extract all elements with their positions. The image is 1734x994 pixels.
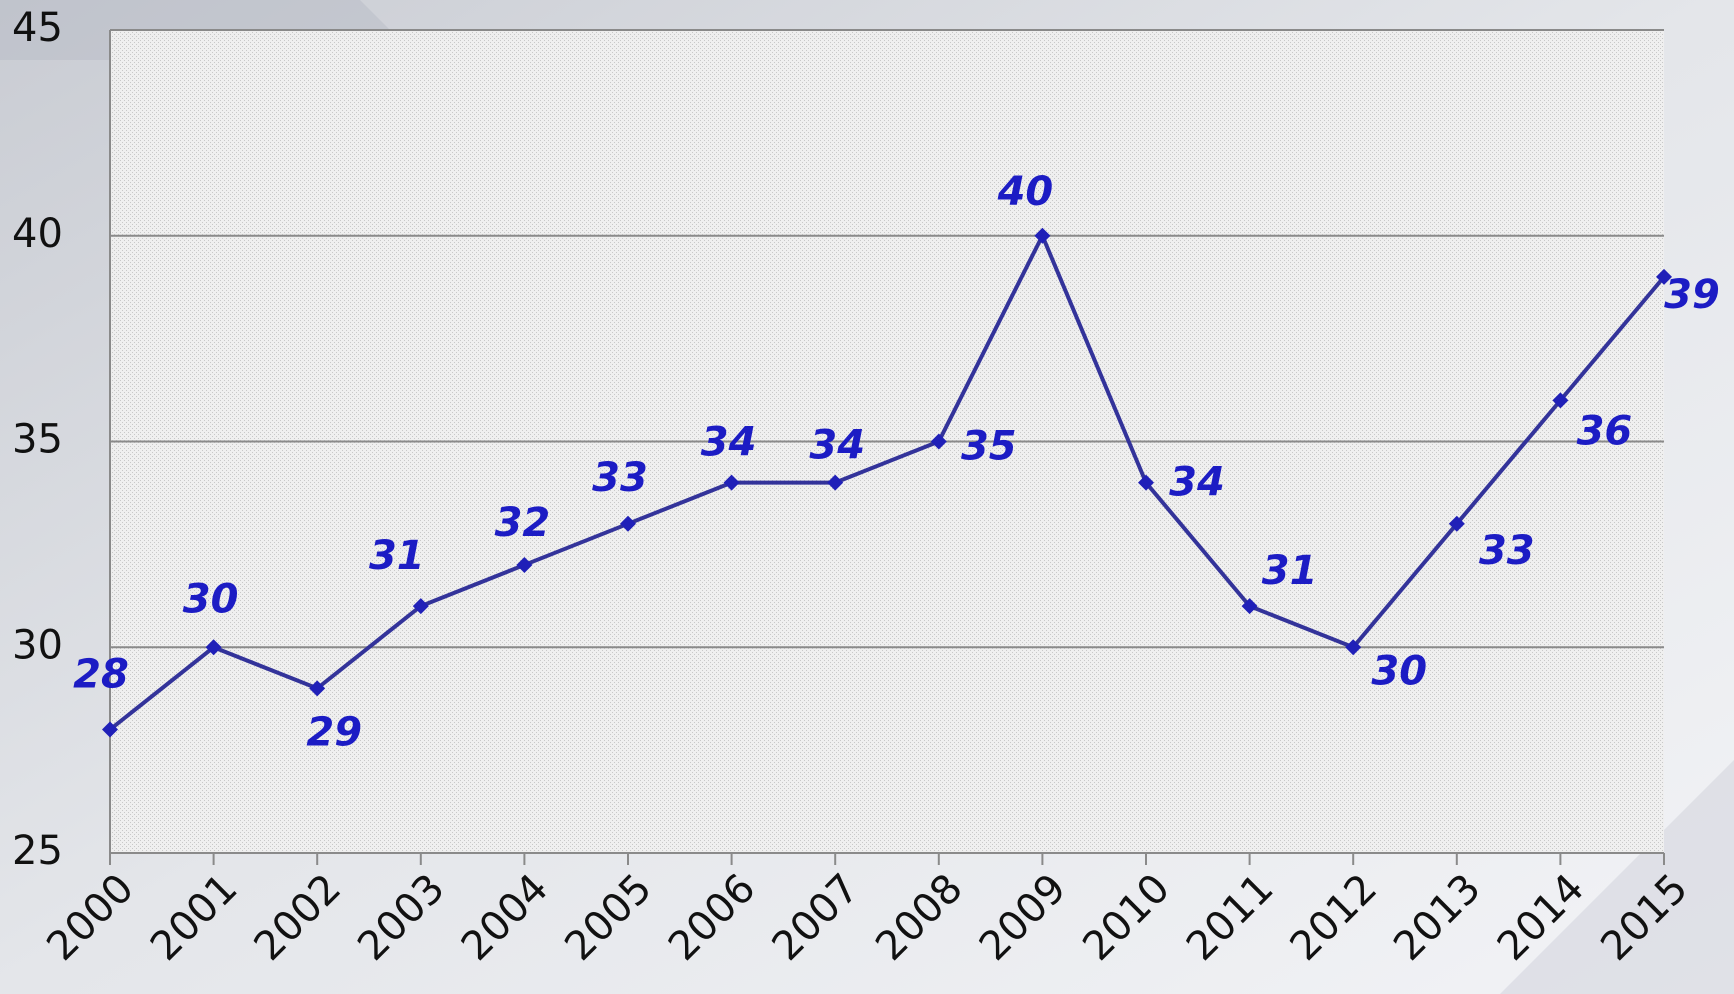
- data-label: 35: [961, 424, 1017, 470]
- marker: [827, 474, 844, 491]
- marker: [1552, 392, 1569, 409]
- y-tick-label: 35: [12, 417, 63, 463]
- y-tick-label: 40: [12, 211, 63, 257]
- data-label: 28: [73, 652, 129, 698]
- marker: [1448, 515, 1465, 532]
- marker: [1034, 227, 1051, 244]
- data-label: 31: [1262, 548, 1318, 594]
- data-label: 34: [809, 423, 865, 469]
- y-tick-label: 25: [12, 828, 63, 874]
- marker: [309, 680, 326, 697]
- marker: [1345, 639, 1362, 656]
- marker: [1138, 474, 1154, 491]
- y-tick-label: 45: [12, 5, 63, 51]
- marker: [620, 515, 636, 532]
- marker: [412, 598, 429, 615]
- decor: [1500, 760, 1734, 994]
- y-tick-label: 30: [12, 622, 63, 668]
- marker: [205, 639, 222, 656]
- data-label: 30: [1371, 648, 1427, 694]
- data-label: 31: [369, 533, 425, 579]
- data-label: 40: [997, 169, 1054, 215]
- marker: [1656, 268, 1672, 285]
- marker: [723, 474, 740, 491]
- marker: [930, 433, 947, 450]
- data-label: 33: [1479, 528, 1535, 574]
- data-label: 39: [1664, 272, 1720, 318]
- data-label: 34: [1169, 460, 1225, 506]
- data-label: 36: [1577, 408, 1633, 454]
- data-label: 29: [306, 709, 362, 755]
- data-label: 34: [701, 420, 757, 466]
- line: [108, 230, 1666, 732]
- marker: [102, 721, 118, 738]
- marker: [516, 556, 533, 573]
- marker: [1241, 598, 1258, 615]
- data-label: 32: [495, 500, 551, 546]
- data-label: 30: [183, 576, 239, 622]
- data-label: 33: [592, 455, 648, 501]
